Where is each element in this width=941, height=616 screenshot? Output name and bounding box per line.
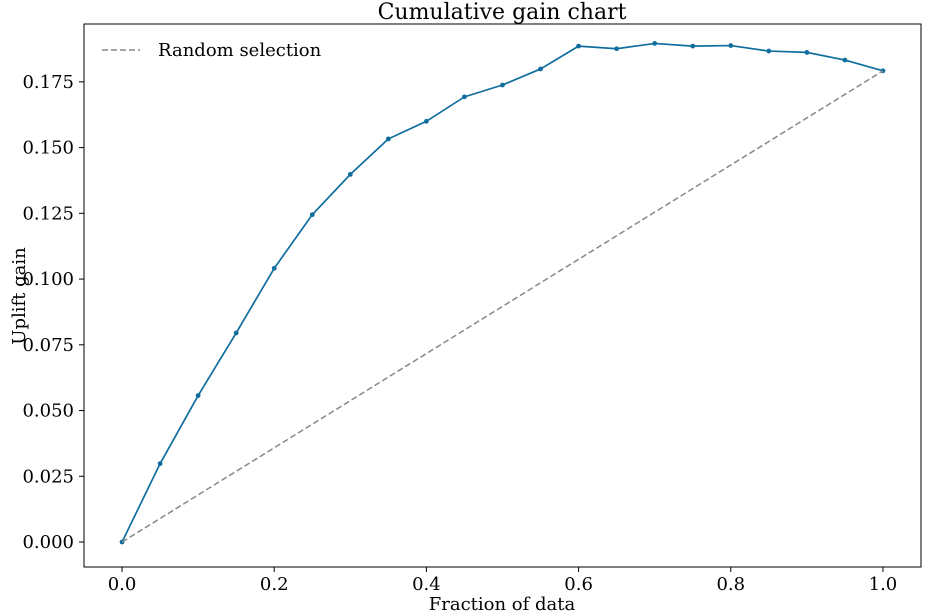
uplift-gain-point xyxy=(271,265,277,271)
uplift-gain-point xyxy=(347,172,353,177)
y-tick-label: 0.025 xyxy=(22,466,74,487)
chart-title: Cumulative gain chart xyxy=(378,0,627,25)
y-tick-label: 0.050 xyxy=(22,401,74,422)
uplift-gain-point xyxy=(766,48,772,54)
uplift-gain-point xyxy=(157,461,163,467)
x-tick-label: 0.0 xyxy=(108,574,137,595)
series-layer xyxy=(119,41,886,545)
legend: Random selection xyxy=(102,40,322,61)
y-tick-label: 0.000 xyxy=(22,532,74,553)
y-tick-label: 0.175 xyxy=(22,72,74,93)
uplift-gain-point xyxy=(538,66,543,72)
uplift-gain-point xyxy=(500,82,505,88)
uplift-gain-point xyxy=(195,393,201,398)
y-tick-label: 0.075 xyxy=(22,335,74,356)
uplift-gain-point xyxy=(424,118,429,124)
uplift-gain-point xyxy=(233,330,239,336)
uplift-gain-point xyxy=(652,41,658,46)
y-axis-ticks: 0.000 0.025 0.050 0.075 0.100 0.125 0.150 0.175 xyxy=(22,72,84,553)
x-tick-label: 1.0 xyxy=(869,574,898,595)
y-tick-label: 0.150 xyxy=(22,138,74,159)
uplift-gain-point xyxy=(728,43,734,48)
legend-label: Random selection xyxy=(158,40,322,61)
y-tick-label: 0.125 xyxy=(22,203,74,224)
x-axis-ticks: 0.0 0.2 0.4 0.6 0.8 1.0 xyxy=(108,567,898,595)
x-tick-label: 0.2 xyxy=(260,574,289,595)
x-axis-title: Fraction of data xyxy=(429,594,576,615)
x-tick-label: 0.4 xyxy=(412,574,441,595)
uplift-gain-point xyxy=(842,57,848,63)
y-tick-label: 0.100 xyxy=(22,269,74,290)
uplift-gain-point xyxy=(309,212,315,218)
uplift-gain-point xyxy=(576,43,581,49)
uplift-gain-point xyxy=(385,136,391,142)
y-axis-title: Uplift gain xyxy=(9,247,30,345)
uplift-gain-point xyxy=(614,46,620,52)
random-selection-line xyxy=(121,70,884,543)
x-tick-label: 0.8 xyxy=(716,574,745,595)
plot-area-frame xyxy=(83,23,922,568)
uplift-gain-point xyxy=(690,43,696,49)
uplift-gain-point xyxy=(462,94,467,100)
x-tick-label: 0.6 xyxy=(564,574,593,595)
uplift-gain-line xyxy=(121,42,884,543)
uplift-gain-point xyxy=(804,49,810,55)
